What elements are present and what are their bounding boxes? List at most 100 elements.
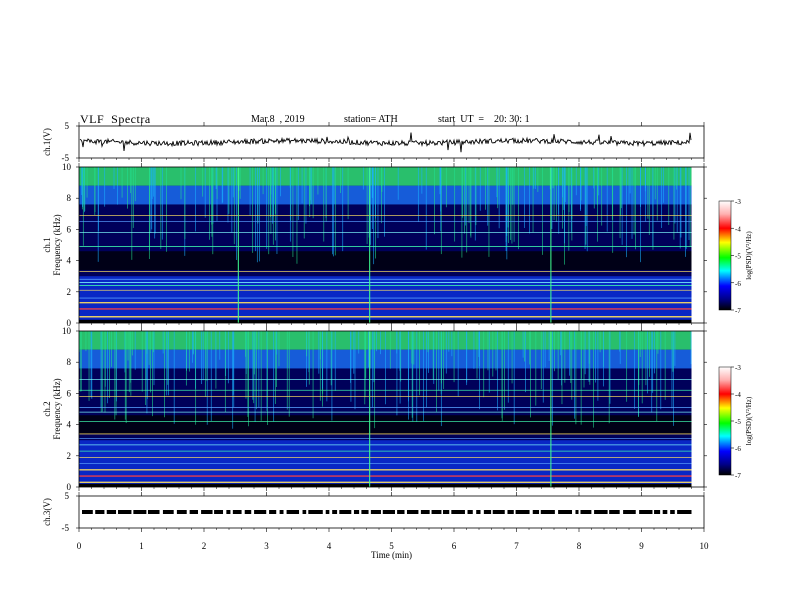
- ch2-spectrogram-colorbar-tick-label: -3: [735, 364, 741, 372]
- ch3-waveform-segment: [133, 510, 147, 514]
- ch3-waveform-segment: [580, 510, 592, 514]
- xtick-label: 1: [139, 541, 144, 551]
- xtick-label: 4: [327, 541, 332, 551]
- ch3-waveform-segment: [201, 510, 213, 514]
- ch2-spectrogram-ytick-label: 8: [67, 357, 72, 367]
- ch3-waveform-segment: [532, 510, 540, 514]
- ch3-waveform-segment: [623, 510, 636, 514]
- ch1-waveform-trace: [79, 132, 692, 153]
- ch1-spectrogram-ytick-label: 4: [67, 256, 72, 266]
- ch3-waveform-segment: [226, 510, 231, 514]
- ch2-spectrogram-band-quiet: [79, 415, 692, 434]
- ch1-spectrogram-band-high: [79, 167, 692, 186]
- ch2-spectrogram-ytick-label: 2: [67, 451, 72, 461]
- ch1-spectrogram-colorbar-tick-label: -7: [735, 307, 741, 315]
- ch3-waveform-segment: [95, 510, 105, 514]
- ch3-waveform-segment: [420, 510, 430, 514]
- ch3-waveform-segment: [677, 510, 692, 514]
- ch3-waveform-segment: [353, 510, 360, 514]
- ch1-spectrogram-ytick-label: 0: [67, 318, 72, 328]
- ch3-waveform-segment: [106, 510, 117, 514]
- ch3-waveform-segment: [339, 510, 352, 514]
- xtick-label: 10: [700, 541, 710, 551]
- ch1-spectrogram-band-floor: [79, 319, 692, 323]
- xlabel: Time (min): [371, 550, 412, 560]
- ch3-waveform-segment: [483, 510, 492, 514]
- ch3-waveform-segment: [214, 510, 224, 514]
- ch3-waveform-segment: [451, 510, 465, 514]
- ch2-spectrogram-ytick-label: 6: [67, 388, 72, 398]
- ch3-waveform-segment: [609, 510, 620, 514]
- ch1-spectrogram-ytick-label: 8: [67, 193, 72, 203]
- ch1-spectrogram-band-quiet: [79, 251, 692, 270]
- xtick-label: 5: [389, 541, 394, 551]
- ch3-waveform-segment: [176, 510, 187, 514]
- ch1-spectrogram-colorbar: [718, 200, 732, 311]
- xtick-label: 8: [577, 541, 582, 551]
- ch3-waveform-segment: [397, 510, 405, 514]
- ch2-spectrogram-ylabel: ch.2: [42, 401, 52, 416]
- ch3-waveform-segment: [476, 510, 481, 514]
- ch3-waveform-segment: [442, 510, 450, 514]
- xtick-label: 3: [264, 541, 269, 551]
- ch1-spectrogram-ytick-label: 6: [67, 224, 72, 234]
- ch3-waveform-segment: [232, 510, 242, 514]
- ch2-spectrogram-colorbar: [718, 366, 732, 476]
- ch2-spectrogram-colorbar-tick-label: -7: [735, 472, 741, 480]
- ch3-waveform-segment: [302, 510, 307, 514]
- ch1-spectrogram-ylabel: ch.1: [42, 237, 52, 252]
- ch2-spectrogram-ylabel: Frequency (kHz): [52, 378, 62, 439]
- ch2-spectrogram-colorbar-tick-label: -4: [735, 391, 741, 399]
- ch1-spectrogram-colorbar-label: log(PSD)(V²/Hz): [745, 231, 753, 280]
- ch3-waveform-segment: [406, 510, 419, 514]
- ch2-spectrogram-colorbar-tick-label: -6: [735, 445, 741, 453]
- ch3-waveform-segment: [118, 510, 132, 514]
- ch3-waveform-ytick-label: -5: [62, 523, 70, 533]
- ch3-waveform-ylabel: ch.3(V): [42, 498, 52, 526]
- xtick-label: 0: [77, 541, 82, 551]
- ch2-spectrogram-colorbar-label: log(PSD)(V²/Hz): [745, 396, 753, 445]
- xtick-label: 9: [639, 541, 644, 551]
- ch3-waveform-segment: [147, 510, 160, 514]
- ch1-spectrogram-ytick-label: 2: [67, 287, 72, 297]
- ch3-waveform-segment: [308, 510, 323, 514]
- ch3-waveform-segment: [269, 510, 277, 514]
- ch2-spectrogram-band-floor: [79, 483, 692, 487]
- header-date: Mar.8 , 2019: [251, 114, 305, 125]
- ch3-waveform-segment: [325, 510, 330, 514]
- ch1-waveform-ylabel: ch.1(V): [42, 128, 52, 156]
- ch1-spectrogram-colorbar-tick-label: -6: [735, 280, 741, 288]
- ch2-spectrogram-band-low: [79, 440, 692, 484]
- ch3-waveform-segment: [654, 510, 661, 514]
- ch3-waveform-segment: [254, 510, 267, 514]
- ch1-spectrogram-colorbar-tick-label: -5: [735, 253, 741, 261]
- ch3-waveform-segment: [279, 510, 284, 514]
- ch2-spectrogram-ytick-label: 0: [67, 482, 72, 492]
- header-station: station= ATH: [344, 114, 398, 125]
- ch2-spectrogram-ytick-label: 10: [62, 326, 72, 336]
- ch1-waveform-ytick-label: -5: [62, 153, 70, 163]
- ch1-spectrogram-ytick-label: 10: [62, 162, 72, 172]
- ch3-waveform-segment: [162, 510, 174, 514]
- ch3-waveform-segment: [558, 510, 573, 514]
- xtick-label: 2: [202, 541, 207, 551]
- ch3-waveform-segment: [492, 510, 505, 514]
- ch3-waveform-segment: [244, 510, 252, 514]
- ch3-waveform-segment: [594, 510, 608, 514]
- xtick-label: 7: [514, 541, 519, 551]
- ch3-waveform-segment: [515, 510, 530, 514]
- ch3-waveform-segment: [370, 510, 381, 514]
- ch3-waveform-segment: [286, 510, 300, 514]
- ch3-waveform-segment: [332, 510, 338, 514]
- ch3-waveform-ytick-label: 5: [65, 491, 70, 501]
- ch1-spectrogram-band-upper: [79, 185, 692, 205]
- ch3-waveform-segment: [361, 510, 369, 514]
- ch3-waveform-segment: [662, 510, 668, 514]
- header-start-time: start UT = 20: 30: 1: [438, 114, 530, 125]
- ch1-spectrogram-ylabel: Frequency (kHz): [52, 214, 62, 275]
- ch3-waveform-segment: [575, 510, 579, 514]
- ch3-waveform-segment: [82, 510, 93, 514]
- ch3-waveform-segment: [382, 510, 395, 514]
- ch2-spectrogram-colorbar-tick-label: -5: [735, 418, 741, 426]
